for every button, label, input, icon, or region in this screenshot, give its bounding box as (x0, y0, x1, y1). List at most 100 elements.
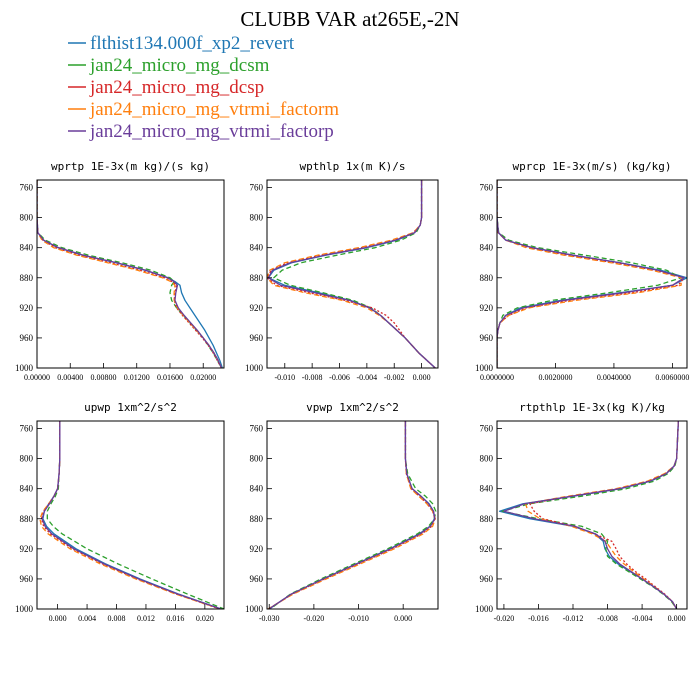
x-tick-label: 0.00400 (57, 373, 83, 382)
legend: flthist134.000f_xp2_revertjan24_micro_mg… (68, 33, 339, 142)
y-tick-label: 960 (20, 333, 34, 343)
legend-entry: flthist134.000f_xp2_revert (90, 33, 295, 54)
series-line (273, 180, 436, 368)
series-line (37, 180, 223, 368)
x-tick-label: 0.016 (166, 614, 184, 623)
y-tick-label: 1000 (245, 604, 264, 614)
x-tick-label: -0.010 (274, 373, 295, 382)
y-tick-label: 1000 (475, 363, 494, 373)
y-tick-label: 800 (250, 213, 264, 223)
plot-frame (266, 420, 439, 610)
series-line (267, 421, 436, 609)
chart-panel: wpthlp 1x(m K)/s 760 800 840 880 920 960 1000 -0… (245, 160, 439, 382)
x-tick-label: 0.012 (137, 614, 155, 623)
x-tick-label: -0.016 (528, 614, 549, 623)
series-line (37, 180, 223, 368)
y-tick-label: 840 (480, 243, 494, 253)
series-line (501, 421, 680, 609)
series-line (37, 180, 223, 368)
series-line (524, 421, 680, 609)
x-tick-label: 0.0040000 (597, 373, 631, 382)
series-line (267, 180, 436, 368)
y-tick-label: 760 (250, 183, 264, 193)
x-tick-label: 0.000 (394, 614, 412, 623)
x-tick-label: 0.02000 (190, 373, 216, 382)
y-tick-label: 960 (20, 574, 34, 584)
y-tick-label: 880 (20, 273, 34, 283)
series-line (498, 421, 680, 609)
chart-panel: wprcp 1E-3x(m/s) (kg/kg) 760 800 840 880 920 9… (475, 160, 689, 382)
y-tick-label: 840 (480, 484, 494, 494)
x-tick-label: -0.012 (563, 614, 584, 623)
figure-title: CLUBB VAR at265E,-2N (240, 7, 459, 31)
y-tick-label: 1000 (245, 363, 264, 373)
plot-frame (36, 179, 225, 369)
x-tick-label: 0.000 (413, 373, 431, 382)
x-tick-label: -0.002 (384, 373, 405, 382)
x-tick-label: -0.020 (304, 614, 325, 623)
chart-panel: upwp 1xm^2/s^2 760 800 840 880 920 960 1000 0.00… (15, 401, 225, 623)
series-line (269, 421, 437, 609)
panel-title: wprcp 1E-3x(m/s) (kg/kg) (513, 160, 672, 173)
series-line (39, 421, 221, 609)
plot-frame (266, 179, 439, 369)
y-tick-label: 880 (250, 273, 264, 283)
x-tick-label: 0.0020000 (538, 373, 572, 382)
x-tick-label: 0.0000000 (480, 373, 514, 382)
x-tick-label: -0.008 (597, 614, 618, 623)
y-tick-label: 880 (250, 514, 264, 524)
y-tick-label: 920 (20, 303, 34, 313)
y-tick-label: 760 (480, 424, 494, 434)
x-tick-label: 0.004 (78, 614, 96, 623)
y-tick-label: 760 (480, 183, 494, 193)
x-tick-label: 0.000 (49, 614, 67, 623)
chart-panel: vpwp 1xm^2/s^27608008408809209601000-0.0… (245, 401, 439, 623)
y-tick-label: 1000 (475, 604, 494, 614)
series-line (267, 180, 436, 368)
y-tick-label: 920 (250, 303, 264, 313)
x-tick-label: -0.020 (494, 614, 515, 623)
y-tick-label: 880 (480, 514, 494, 524)
series-line (497, 180, 687, 368)
x-tick-label: -0.008 (302, 373, 323, 382)
series-line (42, 421, 222, 609)
plot-frame (36, 420, 225, 610)
series-line (497, 180, 682, 368)
series-line (268, 421, 436, 609)
series-line (267, 180, 436, 368)
panel-title: vpwp 1xm^2/s^2 (306, 401, 399, 414)
x-tick-label: 0.008 (108, 614, 126, 623)
y-tick-label: 920 (20, 544, 34, 554)
series-line (267, 180, 436, 368)
x-tick-label: -0.010 (348, 614, 369, 623)
series-line (40, 421, 220, 609)
panel-title: wpthlp 1x(m K)/s (300, 160, 406, 173)
y-tick-label: 760 (20, 424, 34, 434)
y-tick-label: 880 (20, 514, 34, 524)
panel-title: rtpthlp 1E-3x(kg K)/kg (519, 401, 665, 414)
y-tick-label: 800 (250, 454, 264, 464)
series-line (37, 180, 223, 368)
chart-panel: rtpthlp 1E-3x(kg K)/kg 760 800 840 880 920 960… (475, 401, 688, 623)
y-tick-label: 760 (250, 424, 264, 434)
series-line (46, 421, 224, 609)
y-tick-label: 920 (480, 303, 494, 313)
y-tick-label: 960 (250, 333, 264, 343)
y-tick-label: 960 (250, 574, 264, 584)
series-line (41, 421, 222, 609)
x-tick-label: 0.00000 (24, 373, 50, 382)
x-tick-label: 0.0060000 (655, 373, 689, 382)
x-tick-label: -0.004 (357, 373, 378, 382)
legend-entry: jan24_micro_mg_dcsm (89, 55, 270, 76)
legend-entry: jan24_micro_mg_vtrmi_factorm (89, 99, 339, 120)
panels: wprtp 1E-3x(m kg)/(s kg) 760 800 840 880 920 9… (15, 160, 689, 623)
x-tick-label: 0.01200 (124, 373, 150, 382)
y-tick-label: 840 (20, 243, 34, 253)
y-tick-label: 880 (480, 273, 494, 283)
y-tick-label: 960 (480, 333, 494, 343)
series-line (37, 180, 223, 368)
y-tick-label: 840 (250, 484, 264, 494)
y-tick-label: 800 (480, 213, 494, 223)
x-tick-label: -0.004 (632, 614, 653, 623)
